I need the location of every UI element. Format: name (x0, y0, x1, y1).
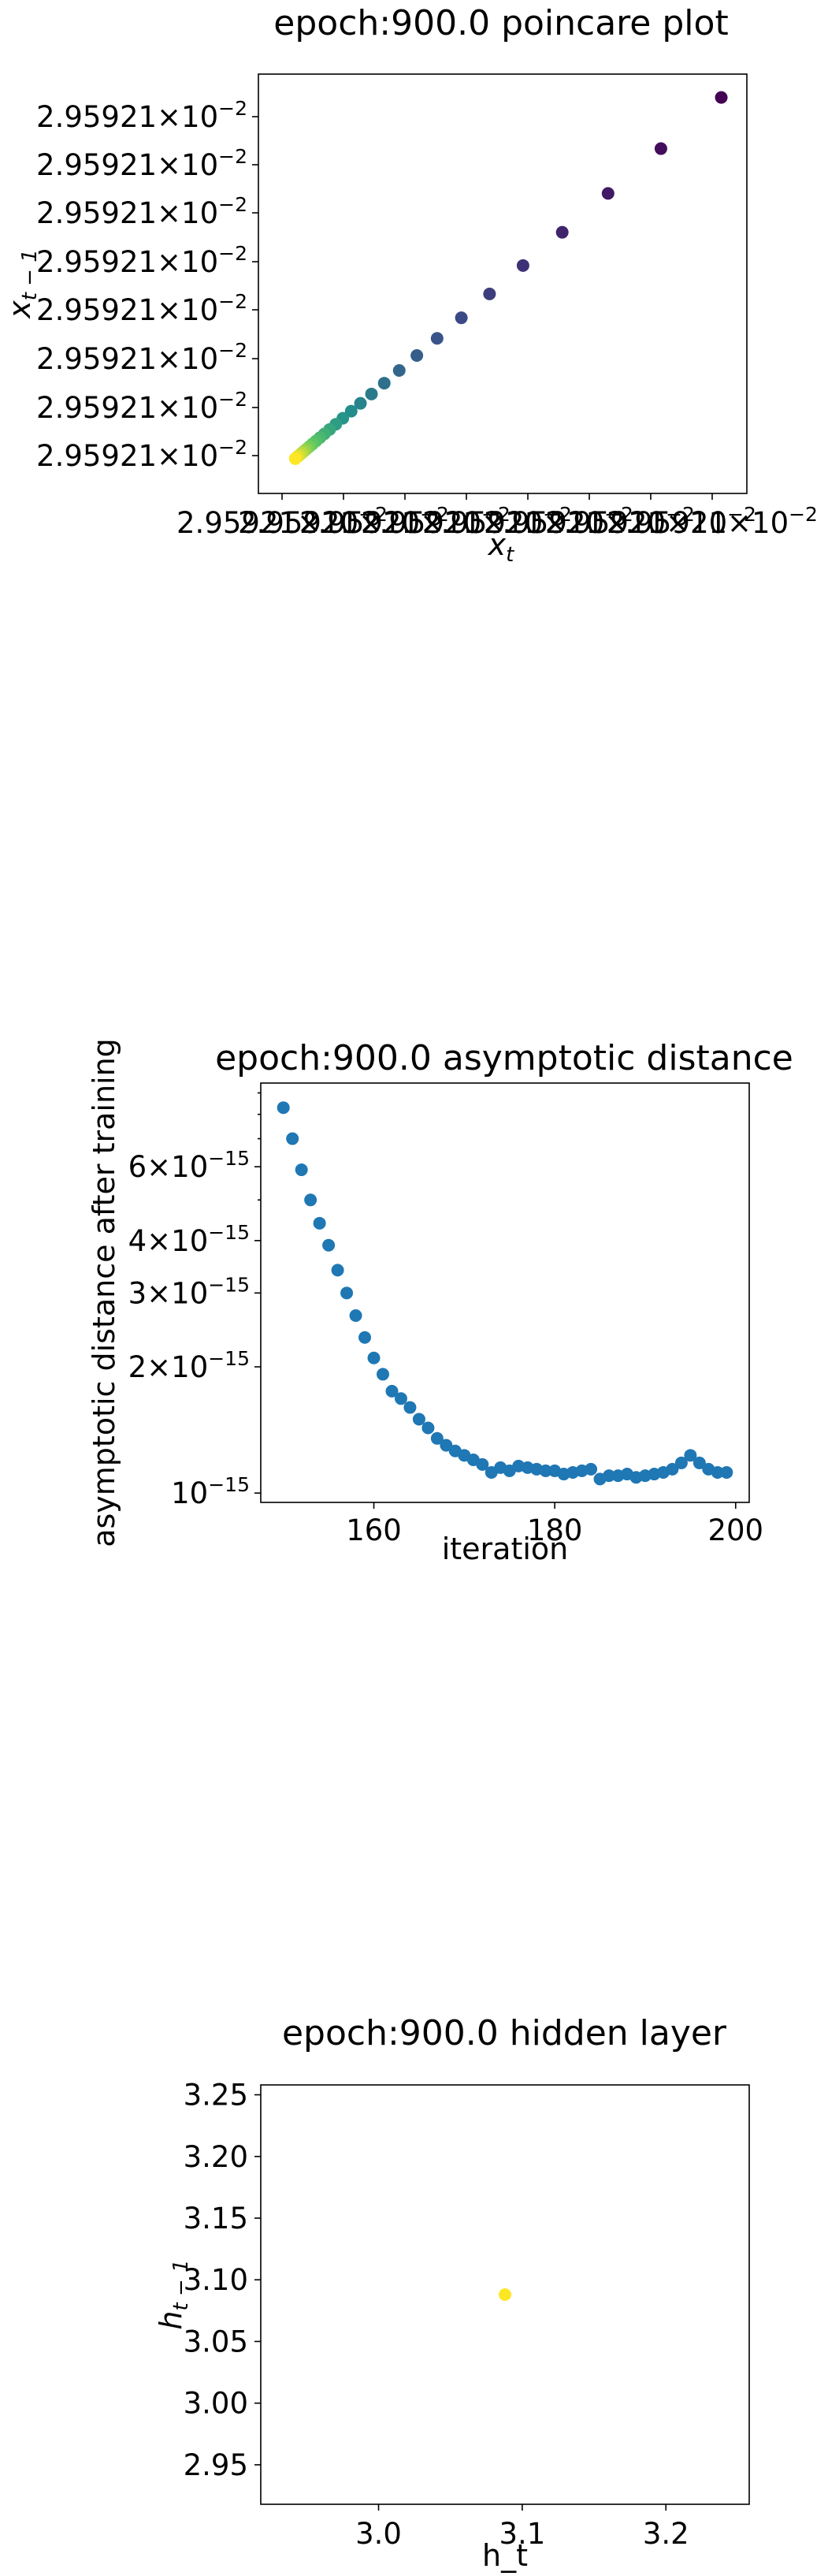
distance-point (377, 1368, 389, 1381)
poincare-plot-panel: epoch:900.0 poincare plot 2.95921×10−22.… (2, 3, 818, 567)
distance-point (684, 1449, 697, 1462)
poincare-ytick-label: 2.95921×10−2 (36, 436, 247, 473)
poincare-point (410, 349, 424, 363)
hidden-xtick-label: 3.1 (499, 2517, 545, 2551)
distance-point (666, 1462, 679, 1476)
poincare-xtick-label: 2.95921×10−2 (422, 503, 633, 540)
hidden-ytick-label: 3.00 (184, 2387, 248, 2421)
distance-ytick-label: 3×10−15 (128, 1273, 250, 1310)
poincare-point (365, 387, 378, 400)
poincare-point (377, 377, 391, 390)
distance-point (674, 1456, 688, 1469)
distance-point (340, 1286, 354, 1300)
distance-xtick-label: 160 (346, 1513, 402, 1547)
poincare-xtick-label: 2.95921×10−2 (545, 503, 756, 540)
distance-point (430, 1431, 444, 1445)
poincare-xtick-label: 2.95921×10−2 (176, 503, 388, 540)
distance-point (421, 1421, 435, 1435)
distance-point (711, 1465, 724, 1479)
distance-point (304, 1193, 317, 1207)
hidden-ytick-label: 3.25 (184, 2079, 248, 2113)
distance-point (358, 1331, 372, 1344)
hidden-ytick-label: 3.05 (184, 2325, 248, 2358)
poincare-point (344, 404, 358, 418)
poincare-ytick-label: 2.95921×10−2 (36, 193, 247, 230)
distance-point (295, 1163, 308, 1177)
distance-point (440, 1439, 453, 1452)
poincare-xtick-label: 2.95921×10−2 (484, 503, 695, 540)
asymptotic-distance-ylabel: asymptotic distance after training (87, 1038, 121, 1547)
distance-point (720, 1465, 733, 1479)
poincare-xtick-label: 2.95921×10−2 (361, 503, 572, 540)
asymptotic-distance-panel: epoch:900.0 asymptotic distance 10−15 2×1… (87, 1038, 793, 1566)
hidden-layer-panel: epoch:900.0 hidden layer 2.95 3.00 3.05 3.1… (154, 2013, 750, 2573)
distance-point (692, 1456, 706, 1469)
distance-ytick-label: 2×10−15 (128, 1347, 250, 1384)
poincare-plot-frame (258, 73, 748, 494)
distance-point (412, 1413, 425, 1426)
poincare-point (555, 225, 569, 239)
poincare-point (516, 259, 529, 272)
poincare-ytick-label: 2.95921×10−2 (36, 290, 247, 327)
distance-point (349, 1308, 362, 1322)
distance-point (322, 1238, 336, 1252)
poincare-xtick-label: 2.95921×10−2 (607, 503, 818, 540)
distance-point (385, 1384, 399, 1398)
distance-point (277, 1101, 290, 1115)
poincare-xtick-label: 2.95921×10−2 (238, 503, 449, 540)
poincare-plot-title: epoch:900.0 poincare plot (273, 3, 728, 43)
distance-ytick-label: 6×10−15 (128, 1147, 250, 1184)
poincare-plot-ylabel: xt − 1 (2, 249, 42, 319)
distance-point (331, 1264, 344, 1277)
hidden-layer-ylabel: ht − 1 (154, 2259, 193, 2329)
distance-point (603, 1469, 616, 1483)
distance-point (313, 1216, 326, 1230)
hidden-layer-frame (260, 2084, 750, 2505)
distance-xtick-label: 200 (707, 1513, 763, 1547)
asymptotic-distance-frame (260, 1082, 750, 1503)
poincare-point (392, 363, 406, 377)
poincare-ytick-label: 2.95921×10−2 (36, 388, 247, 425)
hidden-ytick-label: 3.10 (184, 2263, 248, 2297)
hidden-point (499, 2288, 511, 2301)
poincare-ytick-label: 2.95921×10−2 (36, 339, 247, 376)
distance-ytick-label: 10−15 (171, 1473, 250, 1510)
hidden-ytick-label: 3.20 (184, 2140, 248, 2174)
poincare-point (354, 396, 367, 410)
hidden-xtick-label: 3.0 (355, 2517, 402, 2551)
poincare-ytick-label: 2.95921×10−2 (36, 145, 247, 182)
distance-point (394, 1392, 407, 1405)
hidden-layer-xlabel: h_t (482, 2538, 528, 2573)
distance-point (403, 1401, 417, 1414)
distance-xtick-label: 180 (527, 1513, 583, 1547)
poincare-ytick-label: 2.95921×10−2 (36, 242, 247, 279)
distance-point (476, 1457, 489, 1471)
hidden-ytick-label: 2.95 (184, 2448, 248, 2482)
hidden-ytick-label: 3.15 (184, 2202, 248, 2235)
distance-point (539, 1464, 552, 1477)
asymptotic-distance-title: epoch:900.0 asymptotic distance (215, 1038, 793, 1078)
poincare-xtick-label: 2.95921×10−2 (299, 503, 511, 540)
distance-ytick-label: 4×10−15 (128, 1221, 250, 1258)
poincare-point (430, 332, 444, 345)
poincare-ytick-label: 2.95921×10−2 (36, 97, 247, 134)
distance-point (585, 1462, 598, 1476)
poincare-point (601, 187, 615, 200)
hidden-xtick-label: 3.2 (643, 2517, 689, 2551)
asymptotic-distance-xlabel: iteration (442, 1532, 569, 1566)
distance-point (367, 1351, 381, 1364)
hidden-layer-title: epoch:900.0 hidden layer (282, 2013, 727, 2053)
poincare-point (483, 287, 496, 300)
poincare-point (654, 142, 667, 155)
poincare-point (715, 91, 728, 104)
distance-point (286, 1132, 299, 1145)
poincare-point (288, 452, 302, 465)
poincare-point (455, 311, 468, 325)
